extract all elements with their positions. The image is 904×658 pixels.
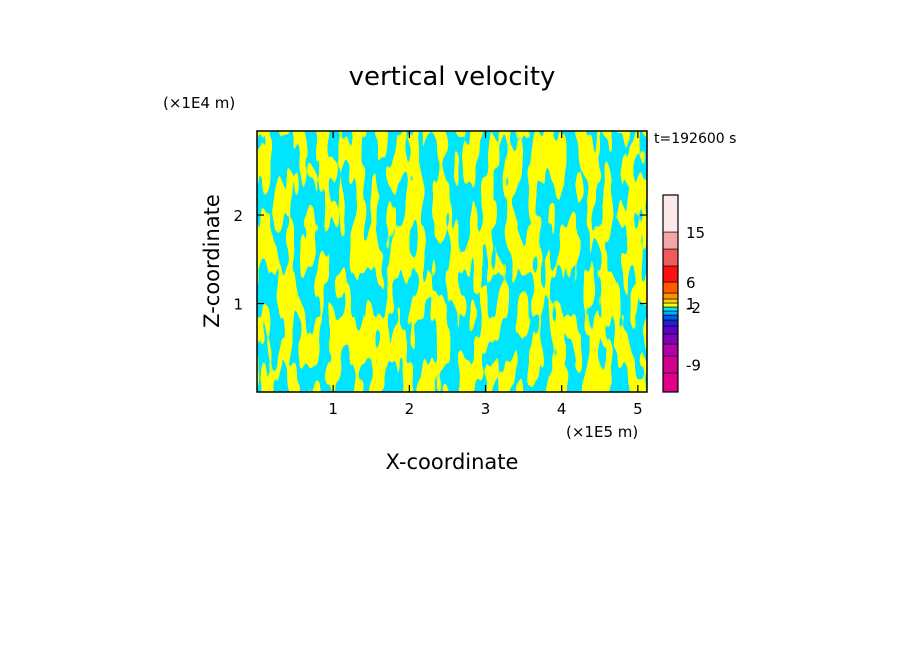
colorbar-level [662, 319, 679, 327]
y-tick-label: 2 [233, 207, 243, 225]
colorbar-level [662, 325, 679, 335]
x-tick-label: 2 [405, 400, 415, 418]
plot-frame [256, 130, 648, 393]
colorbar-level [662, 333, 679, 345]
y-axis-label: Z-coordinate [200, 194, 224, 328]
plot-area [256, 130, 648, 393]
colorbar-level [662, 302, 679, 308]
colorbar-level [662, 355, 679, 374]
colorbar-level [662, 265, 679, 283]
x-axis-unit: (×1E5 m) [566, 423, 638, 441]
colorbar-level [662, 292, 679, 300]
colorbar: -9 -21 6 15 [662, 194, 705, 393]
colorbar-tick-label: 1 [686, 295, 696, 313]
colorbar-tick-label: -9 [686, 357, 701, 375]
x-tick-label: 4 [557, 400, 567, 418]
x-tick-label: 5 [633, 400, 643, 418]
x-tick-label: 3 [481, 400, 491, 418]
y-axis-unit: (×1E4 m) [163, 94, 235, 112]
colorbar-level [662, 281, 679, 294]
colorbar-level [662, 372, 679, 393]
positive-field-pattern [257, 131, 647, 392]
colorbar-frame [662, 194, 679, 393]
colorbar-tick-label: -2 [686, 299, 701, 317]
colorbar-tick-label: 15 [686, 224, 705, 242]
chart-title: vertical velocity [349, 62, 556, 92]
colorbar-level [662, 231, 679, 250]
x-tick-label: 1 [328, 400, 338, 418]
colorbar-level [662, 298, 679, 304]
colorbar-tick-label: 6 [686, 274, 696, 292]
colorbar-level [662, 194, 679, 233]
x-axis-label: X-coordinate [386, 450, 519, 474]
y-tick-label: 1 [233, 296, 243, 314]
colorbar-level [662, 248, 679, 267]
time-label: t=192600 s [654, 131, 736, 147]
colorbar-level [662, 343, 679, 357]
colorbar-level [662, 314, 679, 321]
y-axis: 12 [233, 207, 647, 314]
colorbar-level [662, 310, 679, 316]
x-axis: 1 2 3 4 5 [328, 131, 643, 418]
colorbar-level [662, 306, 679, 312]
